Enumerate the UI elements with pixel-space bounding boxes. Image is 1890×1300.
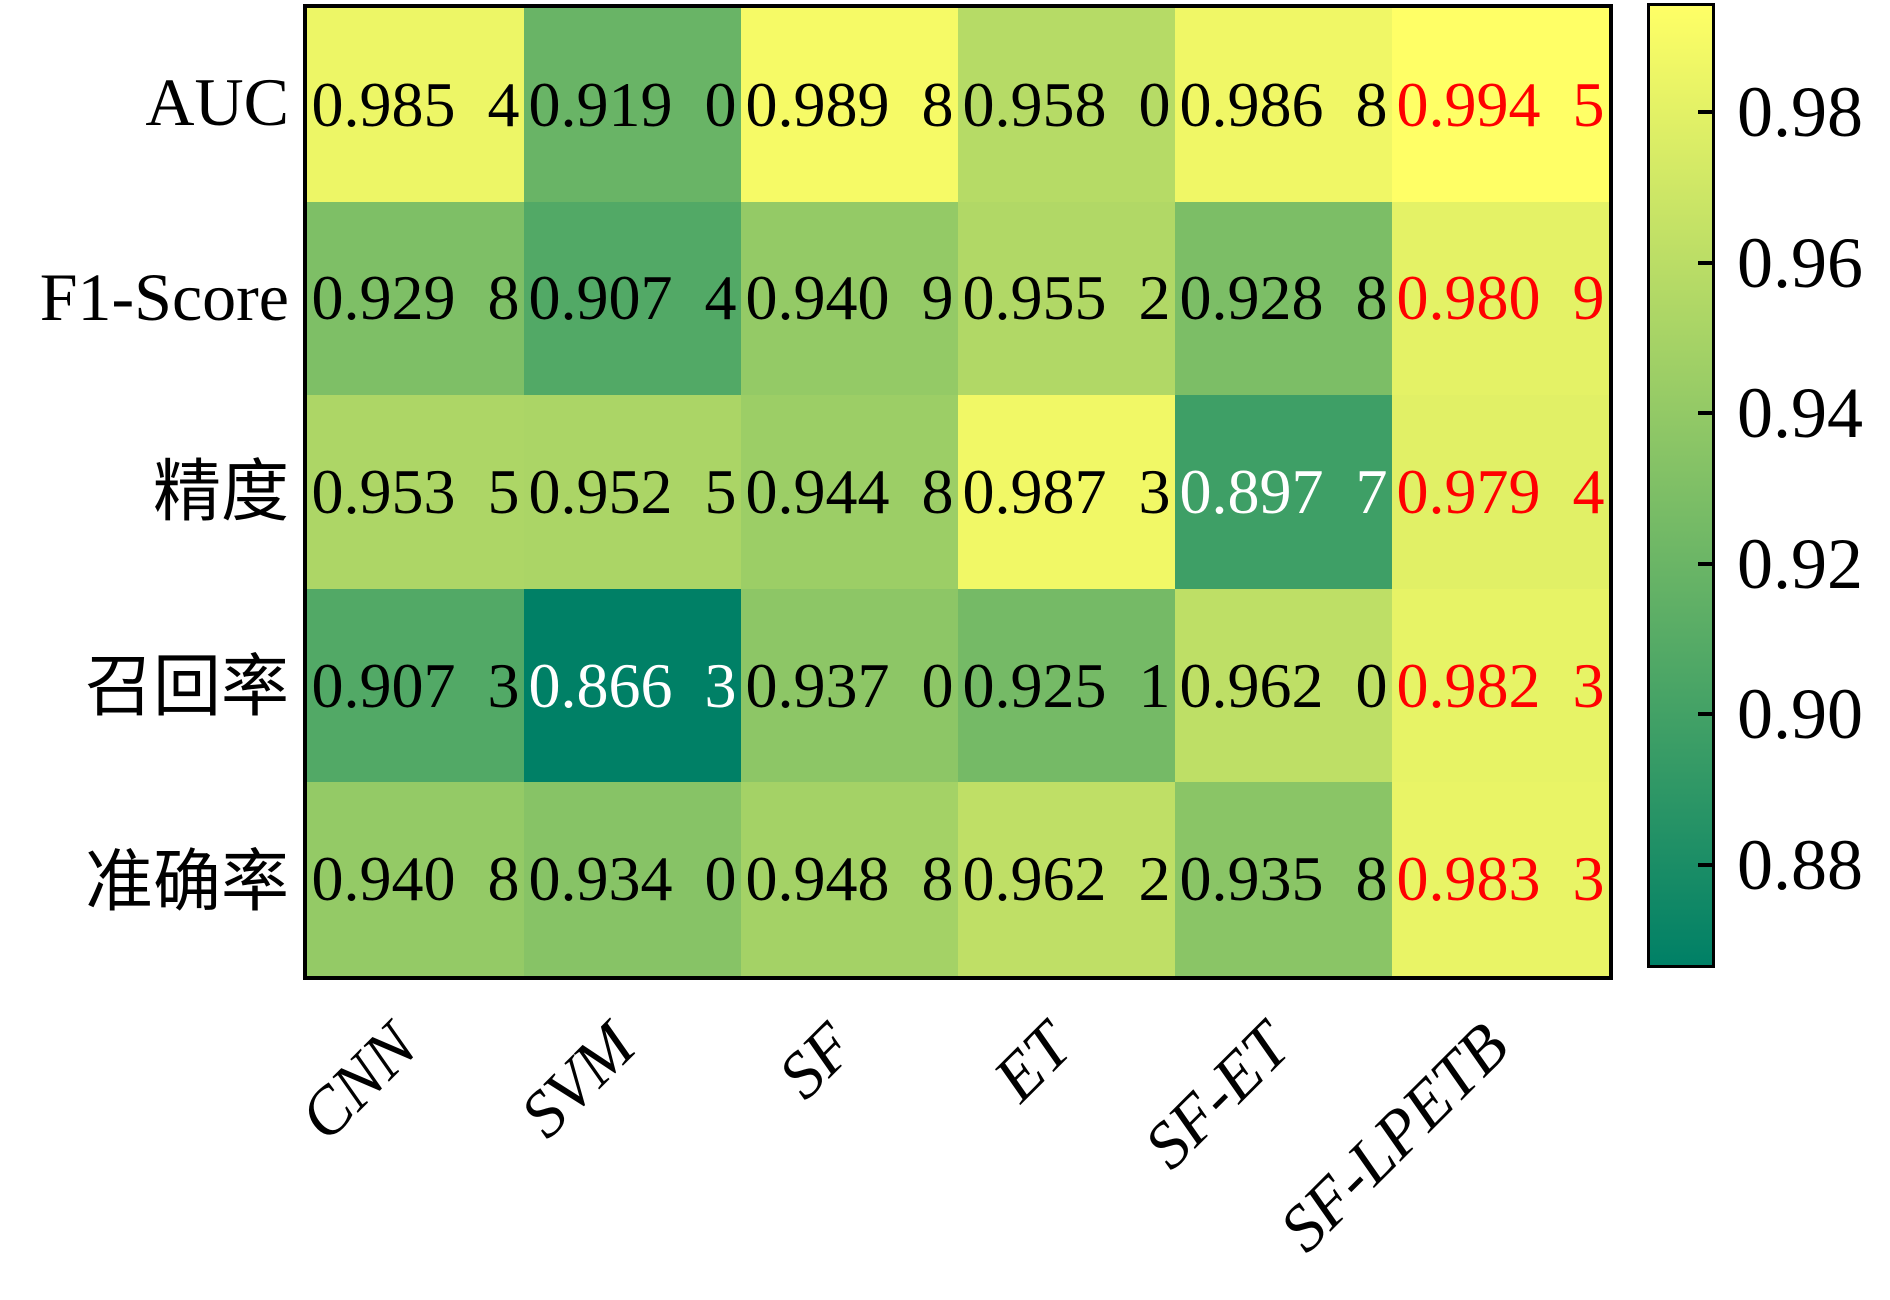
col-label: CNN xyxy=(285,1009,431,1155)
col-label: SF-ET xyxy=(1130,1009,1305,1183)
heatmap-cell: 0.982 3 xyxy=(1392,588,1609,783)
heatmap-cell: 0.989 8 xyxy=(741,8,958,202)
heatmap-cell: 0.928 8 xyxy=(1175,201,1392,396)
heatmap-cell: 0.919 0 xyxy=(524,8,741,202)
row-label: 准确率 xyxy=(84,844,289,921)
heatmap-cell: 0.937 0 xyxy=(741,588,958,783)
col-label: ET xyxy=(979,1009,1086,1116)
heatmap-cell: 0.958 0 xyxy=(958,8,1175,202)
heatmap-cell: 0.907 4 xyxy=(524,201,741,396)
heatmap-cell: 0.907 3 xyxy=(307,588,524,783)
colorbar-tick-label: 0.96 xyxy=(1737,222,1863,303)
heatmap-cell: 0.897 7 xyxy=(1175,395,1392,589)
row-label: 精度 xyxy=(152,454,289,530)
colorbar-tick-mark xyxy=(1698,411,1712,416)
heatmap-cell: 0.994 5 xyxy=(1392,8,1609,202)
heatmap-cell: 0.925 1 xyxy=(958,588,1175,783)
heatmap-cell: 0.985 4 xyxy=(307,8,524,202)
heatmap-cell: 0.953 5 xyxy=(307,395,524,589)
colorbar-tick-label: 0.92 xyxy=(1737,523,1863,604)
heatmap-cell: 0.940 8 xyxy=(307,782,524,976)
heatmap-cell: 0.987 3 xyxy=(958,395,1175,589)
colorbar-tick-mark xyxy=(1698,561,1712,566)
heatmap-cell: 0.962 0 xyxy=(1175,588,1392,783)
colorbar-tick-label: 0.88 xyxy=(1737,824,1863,905)
colorbar-tick-mark xyxy=(1698,862,1712,867)
heatmap-cell: 0.866 3 xyxy=(524,588,741,783)
heatmap-cell: 0.944 8 xyxy=(741,395,958,589)
colorbar-tick-label: 0.94 xyxy=(1737,373,1863,454)
col-label: SF xyxy=(764,1009,868,1113)
colorbar-tick-label: 0.98 xyxy=(1737,72,1863,153)
colorbar-tick-mark xyxy=(1698,260,1712,265)
heatmap-cell: 0.935 8 xyxy=(1175,782,1392,976)
heatmap-cell: 0.929 8 xyxy=(307,201,524,396)
heatmap-cell: 0.955 2 xyxy=(958,201,1175,396)
heatmap-cell: 0.962 2 xyxy=(958,782,1175,976)
heatmap-cell: 0.948 8 xyxy=(741,782,958,976)
heatmap-cell: 0.980 9 xyxy=(1392,201,1609,396)
colorbar-tick-mark xyxy=(1698,712,1712,717)
row-label: 召回率 xyxy=(84,649,289,726)
colorbar-tick-label: 0.90 xyxy=(1737,674,1863,755)
heatmap-cell: 0.983 3 xyxy=(1392,782,1609,976)
col-label: SVM xyxy=(506,1009,650,1152)
heatmap-cell: 0.979 4 xyxy=(1392,395,1609,589)
colorbar xyxy=(1647,3,1715,968)
col-label: SF-LPETB xyxy=(1266,1009,1523,1266)
heatmap-cell: 0.952 5 xyxy=(524,395,741,589)
colorbar-tick-mark xyxy=(1698,110,1712,115)
row-label: F1-Score xyxy=(39,258,289,335)
row-label: AUC xyxy=(145,63,289,140)
heatmap-cell: 0.986 8 xyxy=(1175,8,1392,202)
heatmap-cell: 0.934 0 xyxy=(524,782,741,976)
heatmap-cell: 0.940 9 xyxy=(741,201,958,396)
heatmap-grid: 0.985 4 0.919 0 0.989 8 0.958 0 0.986 8 0.994… xyxy=(303,4,1613,980)
